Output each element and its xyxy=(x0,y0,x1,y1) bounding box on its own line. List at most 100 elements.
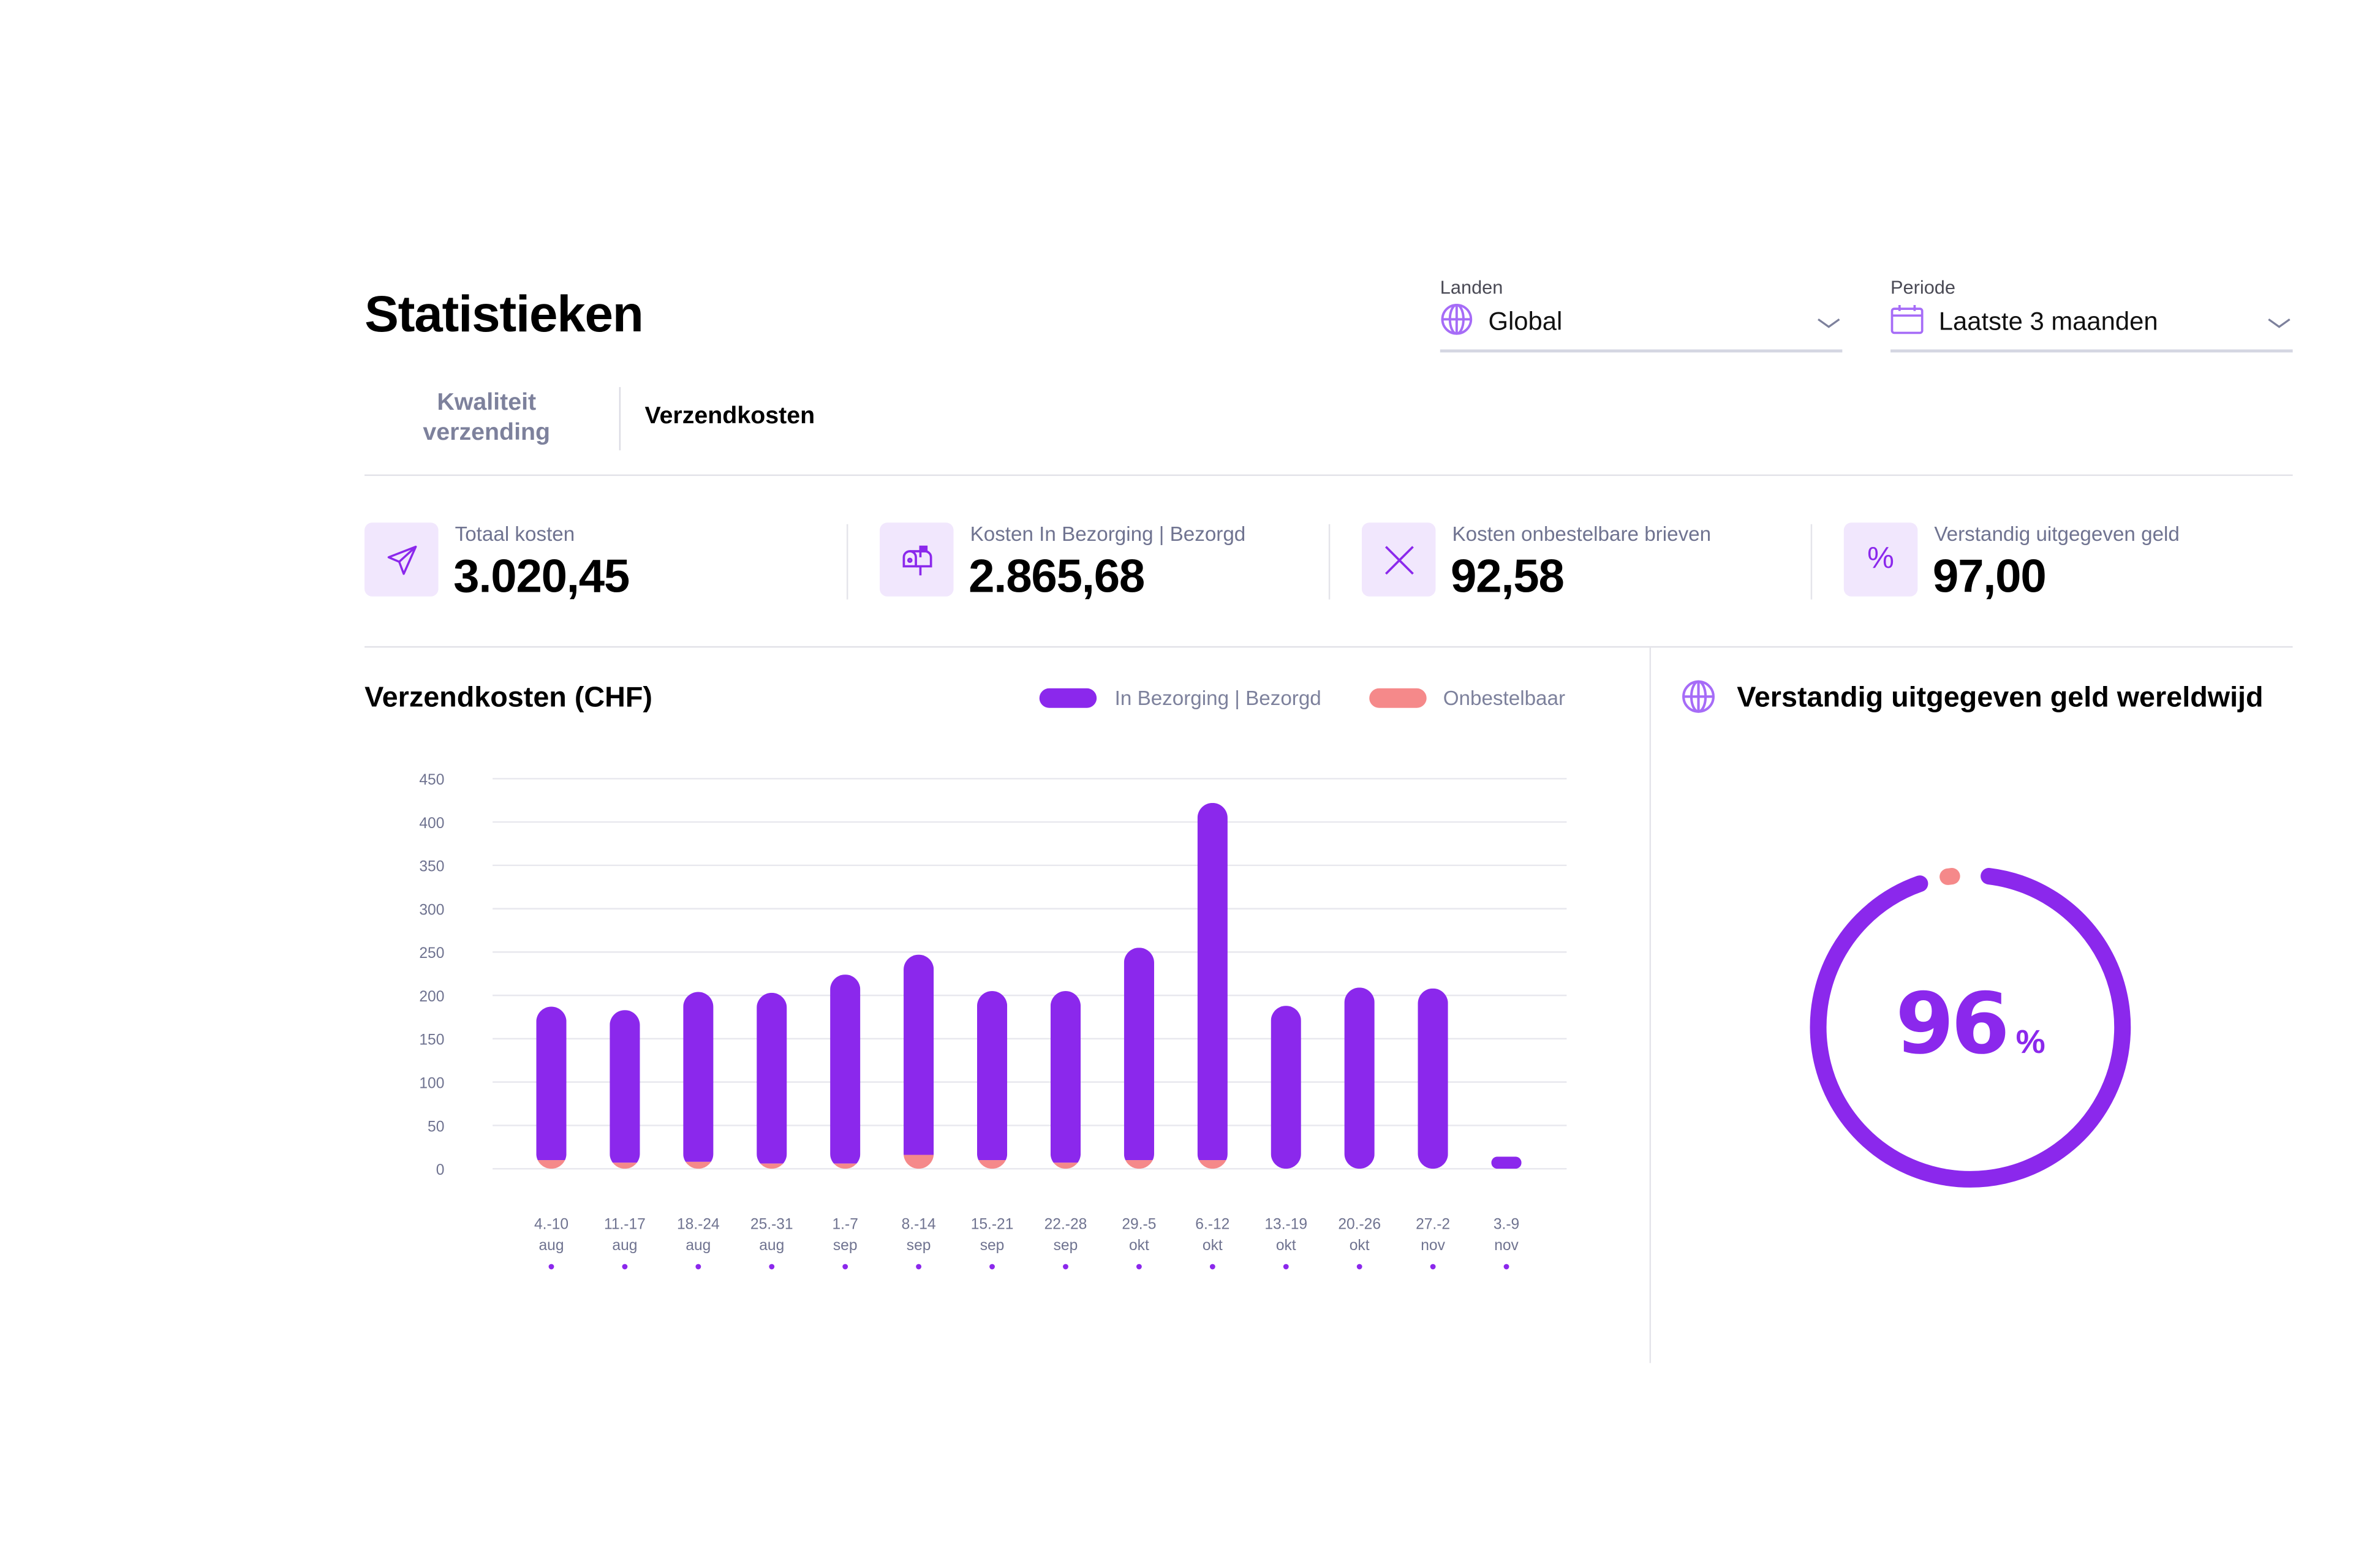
bar-undeliverable[interactable] xyxy=(1050,1163,1081,1169)
x-tick-label: 4.-10 xyxy=(534,1216,568,1233)
x-tick-label: sep xyxy=(1054,1237,1078,1254)
chevron-down-icon xyxy=(1818,318,1840,328)
bar-group xyxy=(683,992,714,1169)
bar-group xyxy=(1271,1006,1301,1169)
bar-delivered[interactable] xyxy=(1124,948,1154,1161)
stat-value: 2.865,68 xyxy=(969,549,1145,603)
tab-verzendkosten[interactable]: Verzendkosten xyxy=(644,404,815,429)
x-tick-dot xyxy=(1283,1264,1289,1270)
bar-group xyxy=(830,974,861,1169)
bar-delivered[interactable] xyxy=(1418,988,1448,1169)
divider xyxy=(364,646,2293,648)
legend-swatch-delivered xyxy=(1039,688,1097,708)
bar-undeliverable[interactable] xyxy=(683,1161,714,1169)
bar-delivered[interactable] xyxy=(1271,1006,1301,1169)
stat-icon-box xyxy=(880,522,954,597)
bar-group xyxy=(1344,987,1375,1169)
x-tick-dot xyxy=(769,1264,775,1270)
bar-undeliverable[interactable] xyxy=(904,1155,934,1169)
x-tick-dot xyxy=(1209,1264,1215,1270)
bar-group xyxy=(1124,948,1154,1169)
bar-delivered[interactable] xyxy=(830,974,861,1164)
stat-value: 3.020,45 xyxy=(453,549,630,603)
tab-kwaliteit-verzending[interactable]: Kwaliteit verzending xyxy=(423,390,551,446)
bar-group xyxy=(1491,1156,1522,1169)
y-tick-label: 200 xyxy=(419,989,444,1005)
bar-group xyxy=(976,991,1008,1169)
bar-undeliverable[interactable] xyxy=(757,1163,787,1169)
x-tick-dot xyxy=(1356,1264,1362,1270)
y-tick-label: 300 xyxy=(419,902,444,918)
bar-undeliverable[interactable] xyxy=(536,1160,567,1169)
x-tick-label: aug xyxy=(538,1237,564,1254)
x-tick-label: okt xyxy=(1276,1237,1296,1254)
send-icon xyxy=(387,545,417,575)
bar-delivered[interactable] xyxy=(904,954,934,1155)
bar-undeliverable[interactable] xyxy=(976,1160,1008,1169)
bar-delivered[interactable] xyxy=(976,991,1008,1161)
bar-group xyxy=(1418,988,1448,1169)
bar-group xyxy=(610,1010,640,1169)
period-filter-value: Laatste 3 maanden xyxy=(1938,307,2158,336)
x-tick-dot xyxy=(989,1264,995,1270)
bar-undeliverable[interactable] xyxy=(1197,1160,1228,1169)
x-tick-label: 15.-21 xyxy=(971,1216,1014,1233)
countries-filter[interactable]: Landen Global xyxy=(1440,277,1843,352)
donut-arc-delivered[interactable] xyxy=(1810,868,2131,1188)
donut-arc-undeliverable[interactable] xyxy=(1939,868,1960,885)
bar-undeliverable[interactable] xyxy=(610,1163,640,1169)
x-tick-dot xyxy=(695,1264,701,1270)
x-tick-dot xyxy=(1063,1264,1068,1270)
divider xyxy=(364,474,2293,477)
globe-icon xyxy=(1682,680,1715,713)
mailbox-icon xyxy=(902,545,932,575)
y-tick-label: 100 xyxy=(419,1075,444,1091)
bar-delivered[interactable] xyxy=(1344,987,1375,1169)
x-tick-label: 3.-9 xyxy=(1494,1216,1519,1233)
bar-undeliverable[interactable] xyxy=(1124,1160,1154,1169)
countries-filter-value: Global xyxy=(1488,307,1563,336)
x-tick-label: nov xyxy=(1421,1237,1445,1254)
stat-card-undeliverable-costs: Kosten onbestelbare brieven 92,58 xyxy=(1361,522,1799,603)
bar-delivered[interactable] xyxy=(757,992,787,1164)
stat-label: Kosten onbestelbare brieven xyxy=(1452,522,1712,546)
bar-delivered[interactable] xyxy=(1197,802,1228,1161)
stat-divider xyxy=(1328,524,1331,600)
bar-delivered[interactable] xyxy=(1491,1156,1522,1169)
bar-delivered[interactable] xyxy=(1050,991,1081,1163)
bar-delivered[interactable] xyxy=(610,1010,640,1163)
x-tick-label: okt xyxy=(1350,1237,1370,1254)
stat-value: 97,00 xyxy=(1932,549,2047,603)
x-tick-dot xyxy=(842,1264,848,1270)
legend-label-delivered[interactable]: In Bezorging | Bezorgd xyxy=(1114,687,1321,710)
period-filter[interactable]: Periode Laatste 3 maanden xyxy=(1890,277,2293,352)
y-tick-label: 250 xyxy=(419,945,444,962)
close-icon xyxy=(1384,545,1413,574)
x-tick-label: 22.-28 xyxy=(1044,1216,1087,1233)
stat-divider xyxy=(846,524,848,600)
y-tick-label: 50 xyxy=(428,1118,444,1135)
stat-divider xyxy=(1810,524,1813,600)
bar-delivered[interactable] xyxy=(536,1006,567,1161)
x-tick-label: 25.-31 xyxy=(750,1216,793,1233)
donut-unit: % xyxy=(2015,1022,2045,1061)
x-tick-label: sep xyxy=(980,1237,1005,1254)
donut-chart-title: Verstandig uitgegeven geld wereldwijd xyxy=(1737,682,2264,714)
x-tick-label: 13.-19 xyxy=(1264,1216,1307,1233)
legend-label-undeliverable[interactable]: Onbestelbaar xyxy=(1443,687,1566,710)
bar-delivered[interactable] xyxy=(683,992,714,1162)
x-tick-dot xyxy=(1430,1264,1436,1270)
period-filter-label: Periode xyxy=(1890,277,1956,298)
x-tick-label: sep xyxy=(907,1237,931,1254)
x-tick-label: 6.-12 xyxy=(1195,1216,1229,1233)
page-title: Statistieken xyxy=(364,286,644,344)
y-tick-label: 0 xyxy=(436,1162,445,1178)
stat-card-delivery-costs: Kosten In Bezorging | Bezorgd 2.865,68 xyxy=(880,522,1316,603)
x-tick-label: 27.-2 xyxy=(1416,1216,1450,1233)
globe-icon xyxy=(1441,303,1473,335)
x-tick-label: aug xyxy=(612,1237,637,1254)
calendar-icon xyxy=(1890,304,1924,334)
legend-swatch-undeliverable xyxy=(1369,688,1427,708)
bar-undeliverable[interactable] xyxy=(830,1163,861,1169)
x-tick-label: nov xyxy=(1494,1237,1519,1254)
